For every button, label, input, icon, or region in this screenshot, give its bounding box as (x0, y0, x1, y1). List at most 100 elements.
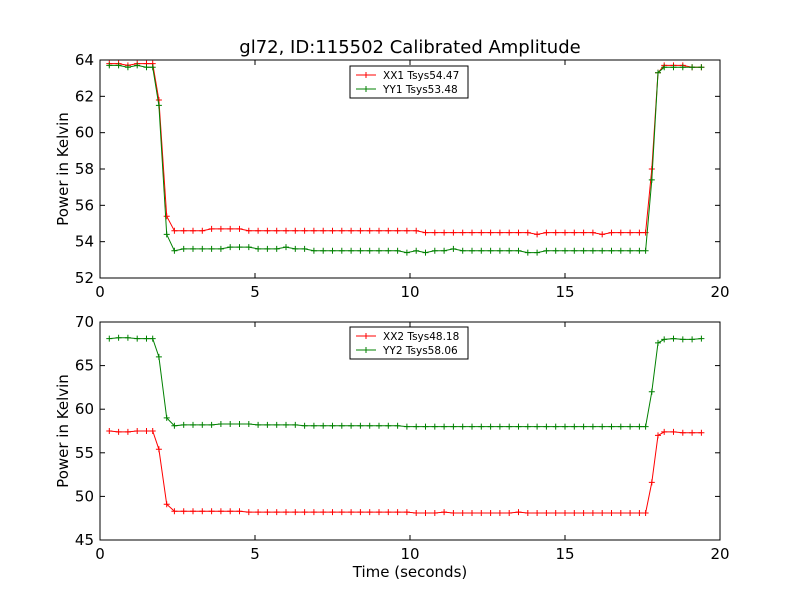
data-point (589, 229, 596, 236)
data-point (320, 227, 327, 234)
data-point (496, 247, 503, 254)
data-point (217, 245, 224, 252)
data-point (264, 421, 271, 428)
data-point (155, 353, 162, 360)
data-point (552, 510, 559, 516)
data-point (487, 247, 494, 254)
data-point (366, 227, 373, 234)
legend-entry-label: YY1 Tsys53.48 (382, 84, 458, 96)
data-point (385, 247, 392, 254)
data-point (163, 213, 170, 220)
bottom-plot: 0 5 10 15 20 45 50 55 60 65 70 Power in Kelvin Time … (54, 313, 730, 581)
data-point (459, 229, 466, 236)
data-point (580, 423, 587, 430)
data-point (385, 227, 392, 234)
data-point (255, 245, 262, 252)
legend-swatch-marker (363, 72, 369, 78)
data-point (227, 244, 234, 251)
data-point (115, 62, 122, 69)
data-point (357, 227, 364, 234)
data-point (338, 422, 345, 429)
data-point (571, 229, 578, 236)
data-point (283, 244, 289, 251)
data-point (357, 509, 364, 516)
data-point (134, 428, 141, 434)
data-point (642, 247, 649, 254)
data-point (180, 508, 187, 515)
data-point (236, 421, 243, 427)
data-point (180, 421, 187, 428)
data-point (190, 508, 196, 515)
data-point (199, 227, 206, 234)
data-point (255, 509, 262, 516)
data-point (636, 229, 643, 236)
y-tick-label: 60 (75, 124, 94, 142)
data-point (524, 510, 531, 516)
data-point (441, 423, 448, 430)
data-point (163, 414, 170, 421)
data-point (366, 509, 373, 516)
data-point (450, 245, 457, 252)
data-point (478, 229, 485, 236)
data-point (329, 247, 336, 254)
data-point (208, 421, 215, 428)
data-point (562, 510, 568, 516)
data-point (655, 432, 661, 439)
data-point (403, 509, 410, 516)
data-point (431, 247, 438, 254)
data-point (608, 510, 615, 516)
data-point (515, 509, 522, 516)
data-point (310, 422, 317, 429)
x-tick-label: 10 (400, 545, 419, 563)
data-point (599, 247, 606, 254)
data-point (431, 229, 438, 236)
data-point (608, 247, 615, 254)
data-point (171, 227, 178, 234)
data-point (171, 508, 178, 515)
data-point (329, 227, 336, 234)
data-point (115, 428, 122, 435)
data-point (608, 423, 615, 430)
data-point (208, 245, 215, 252)
data-point (163, 231, 170, 238)
legend-box (349, 326, 469, 360)
data-point (155, 102, 162, 109)
data-point (534, 423, 541, 430)
data-point (155, 446, 162, 453)
data-point (376, 422, 382, 429)
data-point (394, 422, 401, 429)
data-point (552, 229, 559, 236)
y-tick-label: 70 (75, 313, 94, 331)
data-point (648, 479, 655, 486)
series-line-2-1 (109, 430, 702, 514)
data-point (301, 227, 308, 234)
data-point (149, 428, 156, 434)
data-point (459, 247, 466, 254)
data-point (320, 509, 327, 516)
data-point (459, 423, 466, 430)
data-point (264, 227, 271, 234)
data-point (562, 247, 568, 254)
legend-box (349, 65, 469, 99)
data-point (422, 423, 429, 430)
data-point (441, 229, 448, 236)
data-point (155, 97, 162, 103)
data-point (422, 229, 429, 236)
data-point (661, 64, 668, 71)
data-point (515, 229, 522, 236)
data-point (689, 64, 696, 71)
data-point (469, 510, 475, 516)
y-tick-label: 52 (75, 269, 94, 287)
data-point (190, 421, 196, 428)
x-tick-label: 15 (555, 545, 574, 563)
legend-swatch-marker (363, 86, 369, 92)
data-point (255, 227, 262, 234)
data-point (143, 335, 150, 342)
data-point (301, 245, 308, 252)
data-point (292, 421, 299, 428)
data-point (245, 421, 252, 427)
data-point (376, 227, 382, 234)
y-tick-label: 62 (75, 87, 94, 105)
data-point (413, 423, 420, 430)
data-point (348, 422, 355, 429)
